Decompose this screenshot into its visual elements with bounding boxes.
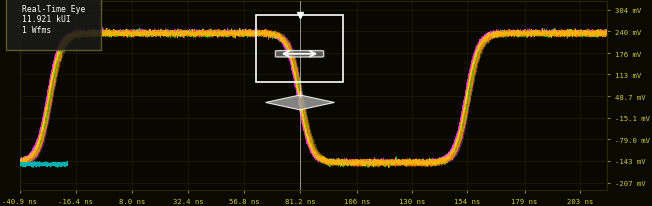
Bar bbox=[256, 15, 343, 83]
Text: Real-Time Eye
11.921 kUI
1 Wfms: Real-Time Eye 11.921 kUI 1 Wfms bbox=[22, 5, 85, 34]
Polygon shape bbox=[265, 96, 334, 110]
FancyBboxPatch shape bbox=[275, 51, 323, 58]
